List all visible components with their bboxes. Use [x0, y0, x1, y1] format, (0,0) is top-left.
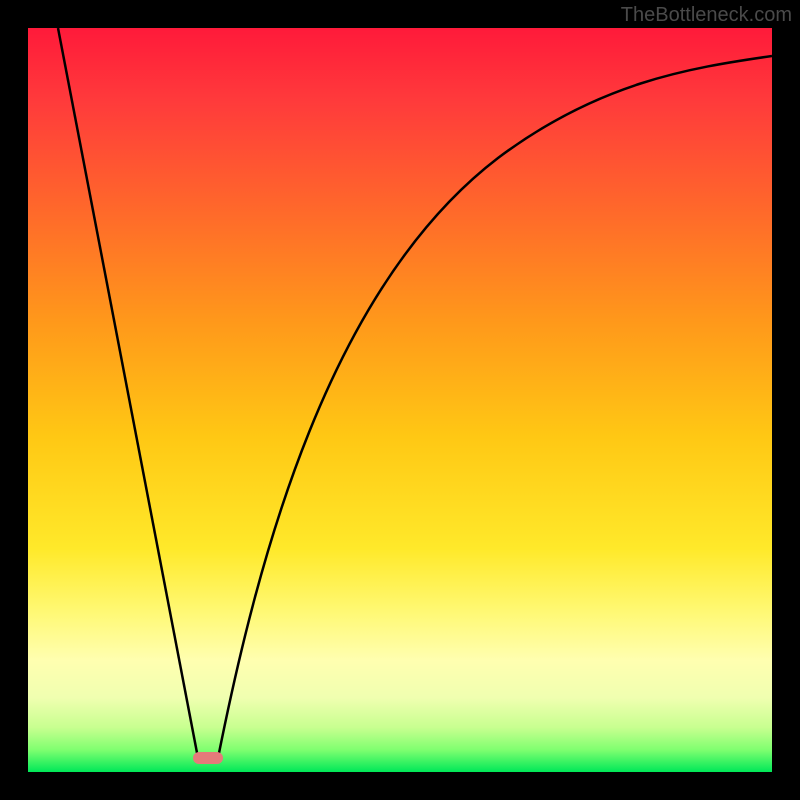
curve-left-segment: [58, 28, 198, 758]
bottleneck-curve: [28, 28, 772, 772]
plot-area: [28, 28, 772, 772]
curve-right-segment: [218, 56, 772, 758]
trough-marker: [193, 752, 223, 764]
watermark-text: TheBottleneck.com: [621, 4, 792, 27]
chart-container: TheBottleneck.com: [0, 0, 800, 800]
